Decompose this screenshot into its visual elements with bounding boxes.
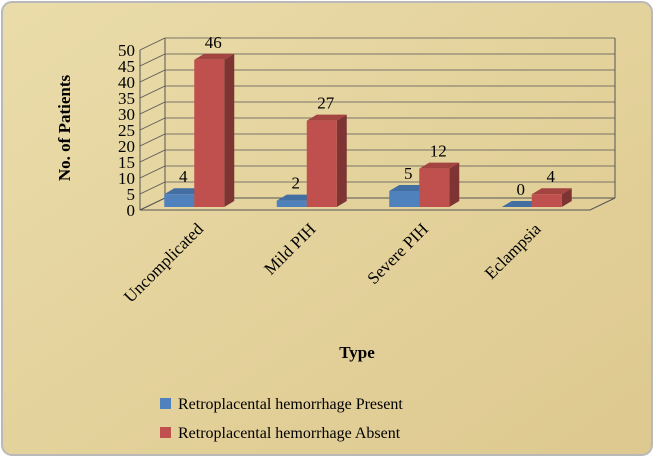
y-tick-label: 40 (118, 73, 135, 92)
data-label: 0 (517, 180, 526, 199)
y-tick-label: 10 (118, 169, 135, 188)
y-tick-label: 50 (118, 41, 135, 60)
legend-swatch (160, 398, 171, 409)
bar (531, 188, 572, 207)
bar-front (164, 194, 195, 207)
bar-front (419, 168, 450, 207)
grid-line (139, 37, 166, 51)
y-tick-label: 15 (118, 153, 135, 172)
bar-front (389, 191, 420, 207)
legend-label: Retroplacental hemorrhage Present (178, 396, 403, 413)
grid-line (139, 149, 166, 163)
bar (306, 114, 347, 207)
legend-label: Retroplacental hemorrhage Absent (178, 425, 401, 442)
data-label: 27 (317, 94, 335, 113)
y-tick-label: 25 (118, 121, 135, 140)
bar-top (194, 53, 235, 60)
data-label: 2 (292, 174, 301, 193)
grid-line (139, 53, 166, 67)
y-tick-label: 20 (118, 137, 135, 156)
grid-line (139, 181, 166, 195)
data-label: 46 (205, 33, 222, 52)
y-tick-label: 0 (127, 201, 136, 220)
y-tick-label: 30 (118, 105, 135, 124)
grid-line (139, 101, 166, 115)
bar-side (224, 53, 235, 207)
y-tick-label: 5 (127, 185, 136, 204)
bar-top (306, 114, 347, 121)
bar-front (194, 59, 225, 207)
bar-front (276, 200, 307, 207)
grid-line (139, 69, 166, 83)
y-tick-label: 35 (118, 89, 135, 108)
grid-line (139, 117, 166, 131)
bar-top (419, 162, 460, 169)
bar (194, 53, 235, 207)
bar (419, 162, 460, 207)
grid-line (139, 85, 166, 99)
data-label: 4 (179, 167, 188, 186)
bar-side (336, 114, 347, 207)
bar-side (449, 162, 460, 207)
y-tick-label: 45 (118, 57, 135, 76)
data-label: 5 (404, 164, 413, 183)
y-axis-title: No. of Patients (55, 74, 74, 181)
x-axis-title: Type (339, 343, 375, 362)
bar-top (531, 188, 572, 195)
grid-line (139, 165, 166, 179)
data-label: 4 (547, 167, 556, 186)
legend-swatch (160, 427, 171, 438)
bar-front (306, 120, 337, 207)
data-label: 12 (430, 142, 447, 161)
grid-line (139, 197, 166, 211)
bar-side (561, 188, 572, 207)
grid-line (139, 133, 166, 147)
bar-front (531, 194, 562, 207)
